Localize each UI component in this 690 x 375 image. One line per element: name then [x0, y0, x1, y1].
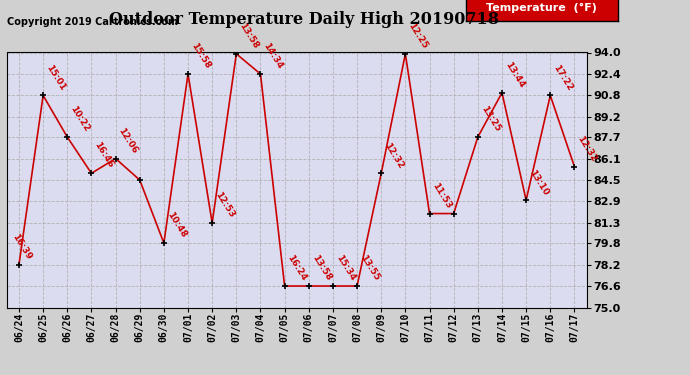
- Text: 13:44: 13:44: [503, 60, 526, 89]
- Text: 13:25: 13:25: [479, 105, 502, 134]
- Text: 11:53: 11:53: [431, 181, 453, 210]
- Text: 15:01: 15:01: [44, 63, 67, 92]
- Text: 14:34: 14:34: [262, 41, 284, 70]
- Text: 15:34: 15:34: [334, 254, 357, 283]
- Text: Outdoor Temperature Daily High 20190718: Outdoor Temperature Daily High 20190718: [108, 11, 499, 28]
- Text: 12:06: 12:06: [117, 126, 139, 155]
- Text: Temperature  (°F): Temperature (°F): [486, 3, 597, 13]
- Text: 16:39: 16:39: [10, 233, 33, 262]
- Text: 13:10: 13:10: [527, 168, 550, 197]
- Text: 12:32: 12:32: [575, 134, 598, 163]
- Text: 16:24: 16:24: [286, 254, 308, 283]
- Text: 12:32: 12:32: [382, 141, 405, 170]
- Text: 16:46: 16:46: [92, 141, 115, 170]
- Text: 10:22: 10:22: [68, 105, 91, 134]
- Text: 13:58: 13:58: [237, 21, 260, 51]
- Text: 12:25: 12:25: [406, 21, 429, 51]
- Text: 15:58: 15:58: [189, 42, 212, 70]
- Text: Copyright 2019 Cartronics.com: Copyright 2019 Cartronics.com: [7, 17, 178, 27]
- Text: 17:22: 17:22: [551, 63, 574, 92]
- Text: 13:55: 13:55: [358, 254, 381, 283]
- Text: 13:58: 13:58: [310, 254, 333, 283]
- Text: 12:53: 12:53: [213, 190, 236, 220]
- Text: 10:48: 10:48: [165, 211, 188, 240]
